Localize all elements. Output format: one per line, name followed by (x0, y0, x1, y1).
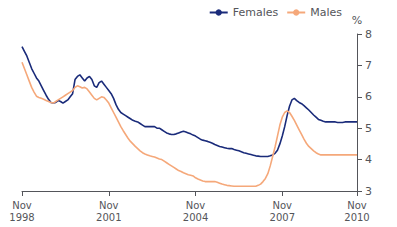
svg-text:3: 3 (365, 185, 372, 198)
svg-text:2007: 2007 (270, 212, 295, 223)
svg-text:2004: 2004 (183, 212, 208, 223)
svg-text:Nov: Nov (347, 200, 367, 211)
svg-text:5: 5 (365, 122, 372, 135)
svg-text:7: 7 (365, 59, 372, 72)
svg-text:6: 6 (365, 90, 372, 103)
svg-text:%: % (352, 14, 362, 27)
svg-text:2001: 2001 (96, 212, 121, 223)
svg-text:Nov: Nov (12, 200, 32, 211)
svg-text:Nov: Nov (99, 200, 119, 211)
svg-text:4: 4 (365, 153, 372, 166)
svg-text:8: 8 (365, 28, 372, 41)
svg-text:1998: 1998 (9, 212, 34, 223)
svg-text:Males: Males (310, 6, 342, 19)
svg-text:Females: Females (233, 6, 279, 19)
svg-text:2010: 2010 (344, 212, 369, 223)
svg-text:Nov: Nov (273, 200, 293, 211)
svg-text:Nov: Nov (186, 200, 206, 211)
